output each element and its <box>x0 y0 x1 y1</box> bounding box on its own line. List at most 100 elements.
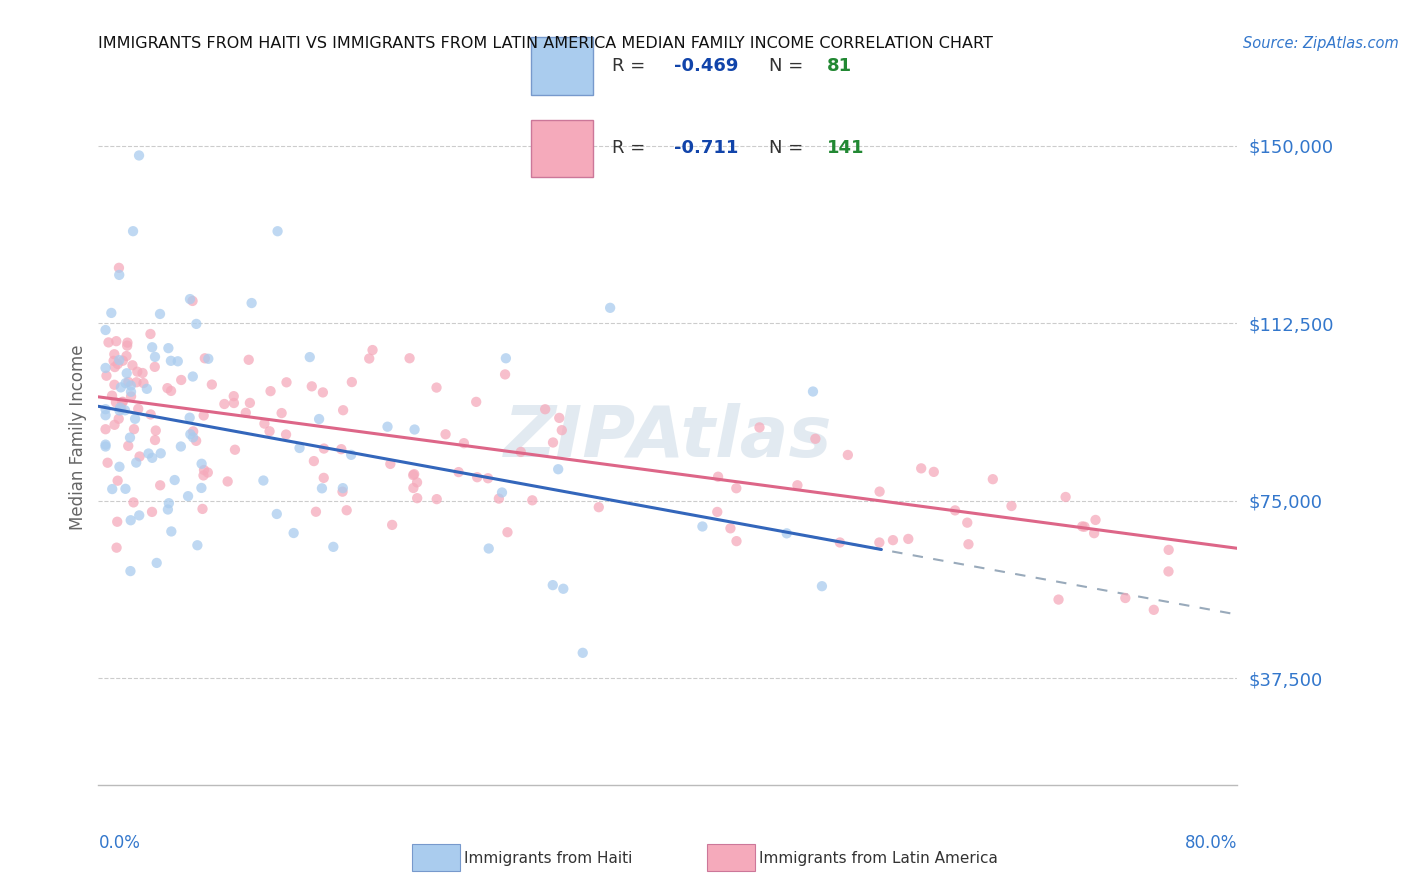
Point <box>181 430 204 444</box>
Point <box>190 481 212 495</box>
Point <box>837 448 859 462</box>
Point <box>725 481 748 495</box>
Point <box>398 351 420 366</box>
Point <box>240 296 263 310</box>
Point <box>308 412 330 426</box>
Point <box>748 420 770 434</box>
Point <box>266 224 288 238</box>
Point <box>259 384 281 398</box>
Point <box>107 412 129 426</box>
Point <box>1083 526 1105 541</box>
Point <box>217 475 239 489</box>
Point <box>190 457 212 471</box>
Point <box>94 440 117 454</box>
Point <box>406 491 429 505</box>
Point <box>330 442 353 457</box>
Point <box>956 516 979 530</box>
Point <box>120 513 142 527</box>
Point <box>222 396 245 410</box>
Point <box>170 440 193 454</box>
Point <box>108 268 131 282</box>
Point <box>156 381 179 395</box>
Point <box>541 435 564 450</box>
Point <box>477 471 499 485</box>
Point <box>957 537 980 551</box>
Point <box>301 379 323 393</box>
Point <box>122 224 145 238</box>
Point <box>494 368 516 382</box>
Point <box>117 335 139 350</box>
Point <box>141 505 163 519</box>
Point <box>259 425 281 439</box>
Point <box>108 260 131 275</box>
Point <box>127 401 149 416</box>
Point <box>478 541 501 556</box>
Point <box>103 347 125 361</box>
Point <box>312 442 335 456</box>
Point <box>103 417 125 432</box>
Point <box>692 519 714 533</box>
Point <box>706 505 728 519</box>
Point <box>266 507 288 521</box>
Point <box>312 385 335 400</box>
Point <box>160 384 183 398</box>
Text: 81: 81 <box>827 57 852 75</box>
Point <box>138 446 160 460</box>
Point <box>214 397 236 411</box>
Point <box>121 359 143 373</box>
Point <box>332 484 354 499</box>
Point <box>181 293 204 308</box>
Point <box>103 354 125 368</box>
Point <box>776 526 799 541</box>
Point <box>311 481 333 495</box>
Point <box>302 454 325 468</box>
Point <box>160 354 183 368</box>
Point <box>541 578 564 592</box>
Point <box>160 524 183 539</box>
Point <box>402 468 425 483</box>
Point <box>1073 520 1095 534</box>
Point <box>122 495 145 509</box>
Text: R =: R = <box>612 139 651 157</box>
Point <box>194 351 217 366</box>
Point <box>143 433 166 447</box>
Point <box>101 389 124 403</box>
Point <box>117 375 139 389</box>
Point <box>1047 592 1070 607</box>
Point <box>186 317 208 331</box>
Point <box>465 470 488 484</box>
Point <box>426 492 449 507</box>
Point <box>143 350 166 364</box>
Point <box>128 148 150 162</box>
Text: N =: N = <box>769 139 808 157</box>
Point <box>108 459 131 474</box>
Point <box>105 334 128 348</box>
Point <box>453 436 475 450</box>
Point <box>97 456 120 470</box>
Point <box>239 396 262 410</box>
Point <box>197 466 219 480</box>
Text: 0.0%: 0.0% <box>98 834 141 852</box>
Point <box>128 450 150 464</box>
Point <box>145 556 167 570</box>
Point <box>288 441 311 455</box>
Point <box>897 532 920 546</box>
Point <box>125 376 148 390</box>
Point <box>404 423 426 437</box>
Point <box>120 384 142 399</box>
Point <box>548 411 571 425</box>
Point <box>1054 490 1077 504</box>
Point <box>547 462 569 476</box>
Point <box>163 473 186 487</box>
Point <box>94 323 117 337</box>
Point <box>179 410 201 425</box>
Point <box>869 484 891 499</box>
Text: 141: 141 <box>827 139 865 157</box>
Point <box>145 424 167 438</box>
Point <box>141 340 163 354</box>
Point <box>406 475 429 490</box>
Point <box>181 369 204 384</box>
Point <box>305 505 328 519</box>
Point <box>1114 591 1136 605</box>
Point <box>127 365 149 379</box>
